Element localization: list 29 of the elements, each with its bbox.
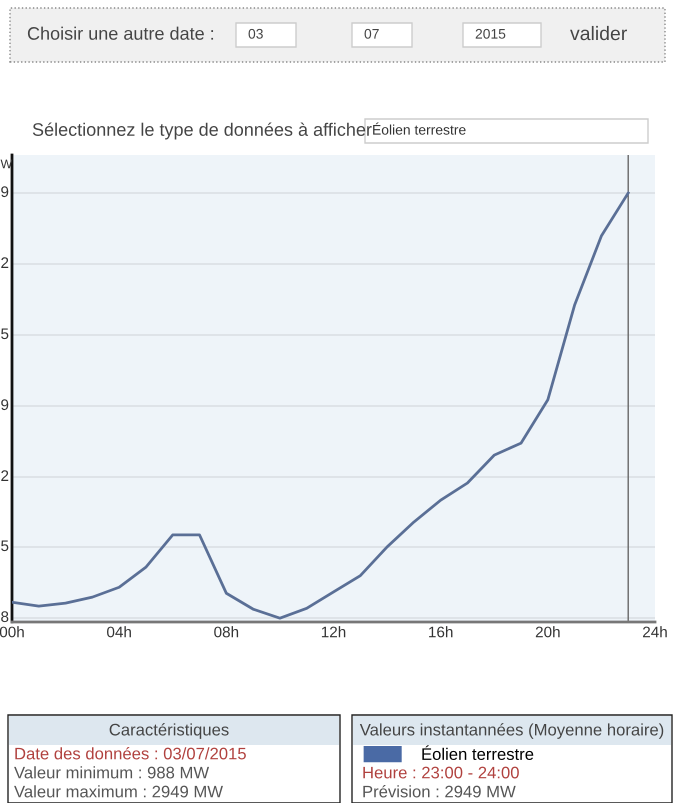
- text: 07: [364, 28, 379, 39]
- text: 8: [1, 611, 8, 622]
- legend-label: Éolien terrestre: [422, 745, 534, 760]
- text: Heure : 23:00 - 24:00: [363, 766, 519, 778]
- text: Valeur maximum : 2949 MW: [14, 785, 223, 798]
- text: 9: [1, 186, 8, 198]
- text: Sélectionnez le type de données à afficher: [32, 122, 372, 140]
- x-tick-label: 24h: [643, 626, 667, 638]
- text: Caractéristiques: [110, 723, 229, 739]
- text: Éolien terrestre: [373, 122, 466, 135]
- text: Prévision : 2949 MW: [363, 785, 516, 798]
- text: Valeurs instantannées (Moyenne horaire): [360, 723, 664, 739]
- text: valider: [570, 26, 627, 40]
- text: 03: [248, 28, 263, 39]
- text: Valeur minimum : 988 MW: [14, 766, 210, 778]
- x-tick-label: 00h: [0, 626, 24, 638]
- text: 5: [1, 328, 8, 340]
- x-tick-label: 20h: [536, 626, 560, 638]
- text: 2: [1, 257, 8, 268]
- x-tick-label: 12h: [322, 626, 346, 638]
- text: Date des données : 03/07/2015: [15, 747, 246, 760]
- text: 9: [1, 399, 8, 410]
- x-tick-label: 16h: [429, 626, 452, 638]
- text: 2015: [476, 28, 506, 39]
- text: 2: [1, 470, 8, 481]
- text: Choisir une autre date :: [28, 26, 214, 40]
- x-tick-label: 04h: [107, 626, 131, 638]
- x-tick-label: 08h: [214, 626, 238, 638]
- text: 5: [1, 540, 8, 552]
